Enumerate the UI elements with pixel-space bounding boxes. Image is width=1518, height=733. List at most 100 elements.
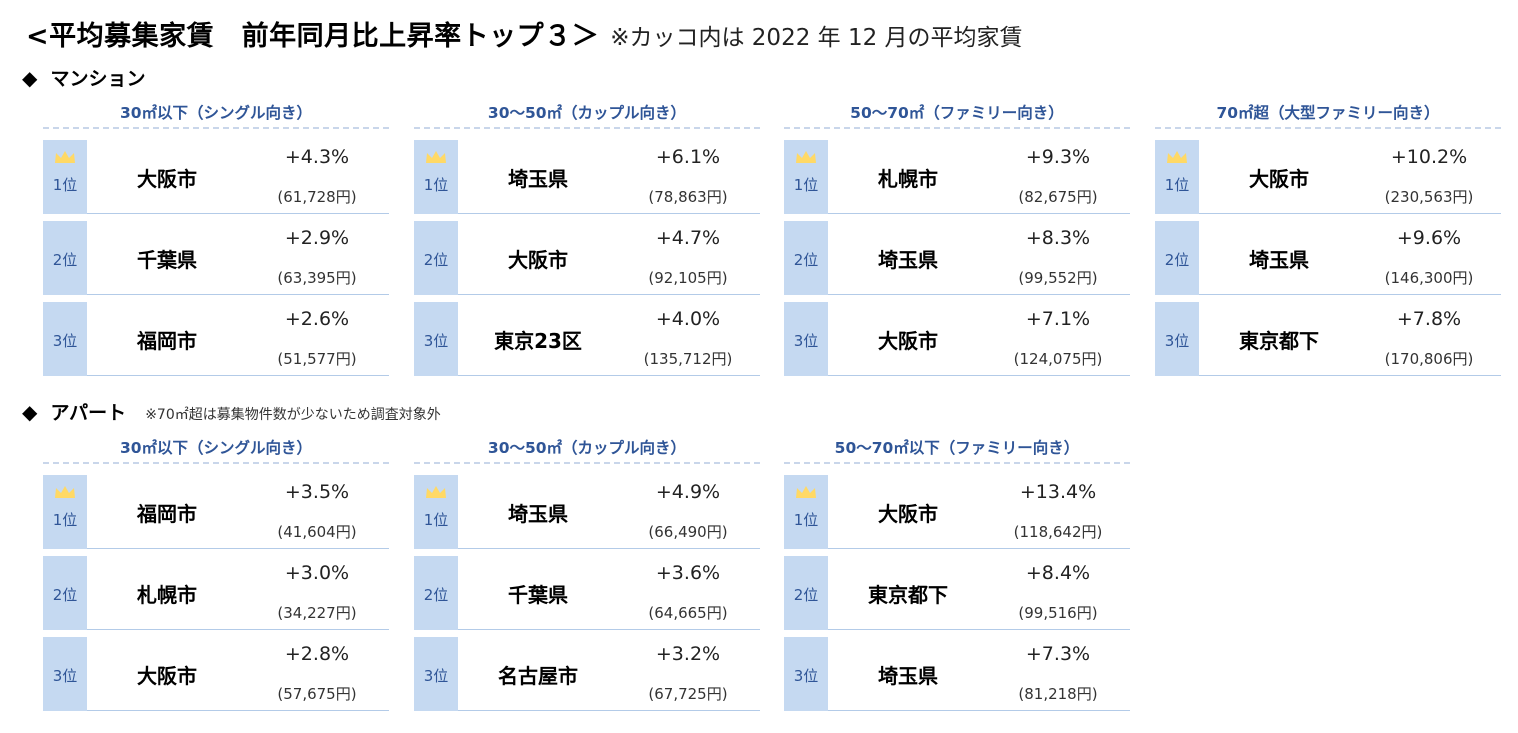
- ranking-row: 3位 大阪市 +7.1% (124,075円): [784, 302, 1130, 376]
- page-title: <平均募集家賃 前年同月比上昇率トップ３＞ ※カッコ内は 2022 年 12 月…: [26, 14, 1023, 54]
- apart-note: ※70㎡超は募集物件数が少ないため調査対象外: [145, 407, 441, 423]
- average-rent: (99,552円): [1018, 269, 1098, 287]
- city-name: 東京都下: [868, 583, 948, 607]
- panel-header: 30㎡以下（シングル向き）: [43, 101, 389, 129]
- city-name: 大阪市: [1249, 167, 1309, 191]
- rank-cell: 1位: [43, 475, 87, 549]
- ranking-row: 3位 東京23区 +4.0% (135,712円): [414, 302, 760, 376]
- increase-rate: +13.4%: [1019, 481, 1097, 503]
- panel-header: 50～70㎡（ファミリー向き）: [784, 101, 1130, 129]
- crown-icon: [796, 486, 816, 498]
- ranking-row: 3位 福岡市 +2.6% (51,577円): [43, 302, 389, 376]
- mansion-label: マンション: [50, 68, 146, 90]
- average-rent: (230,563円): [1384, 188, 1474, 206]
- city-name: 埼玉県: [878, 664, 938, 688]
- ranking-row: 1位 埼玉県 +4.9% (66,490円): [414, 475, 760, 549]
- average-rent: (61,728円): [277, 188, 357, 206]
- ranking-row: 1位 大阪市 +4.3% (61,728円): [43, 140, 389, 214]
- increase-rate: +9.6%: [1396, 227, 1462, 249]
- ranking-row: 2位 大阪市 +4.7% (92,105円): [414, 221, 760, 295]
- rank-cell: 3位: [1155, 302, 1199, 376]
- city-name: 埼玉県: [1249, 248, 1309, 272]
- ranking-row: 3位 名古屋市 +3.2% (67,725円): [414, 637, 760, 711]
- increase-rate: +3.6%: [655, 562, 721, 584]
- rank-cell: 2位: [43, 221, 87, 295]
- increase-rate: +7.1%: [1025, 308, 1091, 330]
- ranking-row: 3位 埼玉県 +7.3% (81,218円): [784, 637, 1130, 711]
- increase-rate: +2.8%: [284, 643, 350, 665]
- diamond-icon: ◆: [22, 66, 38, 90]
- rank-cell: 1位: [1155, 140, 1199, 214]
- average-rent: (170,806円): [1384, 350, 1474, 368]
- crown-icon: [426, 151, 446, 163]
- average-rent: (99,516円): [1018, 604, 1098, 622]
- panel-header: 70㎡超（大型ファミリー向き）: [1155, 101, 1501, 129]
- average-rent: (78,863円): [648, 188, 728, 206]
- ranking-row: 1位 大阪市 +13.4% (118,642円): [784, 475, 1130, 549]
- title-note: ※カッコ内は 2022 年 12 月の平均家賃: [610, 25, 1023, 51]
- rank-label: 1位: [423, 511, 449, 529]
- average-rent: (51,577円): [277, 350, 357, 368]
- increase-rate: +8.3%: [1025, 227, 1091, 249]
- ranking-row: 2位 東京都下 +8.4% (99,516円): [784, 556, 1130, 630]
- ranking-row: 1位 埼玉県 +6.1% (78,863円): [414, 140, 760, 214]
- average-rent: (34,227円): [277, 604, 357, 622]
- average-rent: (82,675円): [1018, 188, 1098, 206]
- average-rent: (64,665円): [648, 604, 728, 622]
- mansion-section-header: ◆ マンション: [22, 64, 146, 91]
- ranking-row: 2位 千葉県 +3.6% (64,665円): [414, 556, 760, 630]
- rank-cell: 2位: [1155, 221, 1199, 295]
- rank-cell: 3位: [784, 637, 828, 711]
- city-name: 埼玉県: [508, 502, 568, 526]
- rank-label: 2位: [423, 251, 449, 269]
- city-name: 東京都下: [1239, 329, 1319, 353]
- apart-label: アパート: [50, 402, 127, 424]
- city-name: 大阪市: [137, 664, 197, 688]
- apart-panel-family: 50～70㎡以下（ファミリー向き） 1位 大阪市 +13.4% (118,642…: [784, 436, 1130, 718]
- increase-rate: +7.8%: [1396, 308, 1462, 330]
- average-rent: (81,218円): [1018, 685, 1098, 703]
- rank-label: 2位: [793, 251, 819, 269]
- increase-rate: +8.4%: [1025, 562, 1091, 584]
- city-name: 名古屋市: [498, 664, 578, 688]
- ranking-row: 3位 大阪市 +2.8% (57,675円): [43, 637, 389, 711]
- panel-header: 50～70㎡以下（ファミリー向き）: [784, 436, 1130, 464]
- city-name: 札幌市: [878, 167, 938, 191]
- increase-rate: +10.2%: [1390, 146, 1468, 168]
- ranking-row: 2位 埼玉県 +9.6% (146,300円): [1155, 221, 1501, 295]
- diamond-icon: ◆: [22, 400, 38, 424]
- rank-cell: 2位: [43, 556, 87, 630]
- city-name: 福岡市: [137, 329, 197, 353]
- rank-cell: 3位: [414, 637, 458, 711]
- rank-label: 3位: [793, 332, 819, 350]
- average-rent: (124,075円): [1013, 350, 1103, 368]
- increase-rate: +3.2%: [655, 643, 721, 665]
- increase-rate: +4.3%: [284, 146, 350, 168]
- city-name: 東京23区: [494, 329, 582, 353]
- average-rent: (92,105円): [648, 269, 728, 287]
- crown-icon: [55, 151, 75, 163]
- rank-label: 1位: [423, 176, 449, 194]
- rank-label: 3位: [793, 667, 819, 685]
- rank-cell: 3位: [784, 302, 828, 376]
- rank-cell: 3位: [43, 637, 87, 711]
- rank-cell: 2位: [784, 221, 828, 295]
- panel-header: 30㎡以下（シングル向き）: [43, 436, 389, 464]
- crown-icon: [426, 486, 446, 498]
- rank-cell: 3位: [43, 302, 87, 376]
- city-name: 埼玉県: [878, 248, 938, 272]
- increase-rate: +2.6%: [284, 308, 350, 330]
- average-rent: (66,490円): [648, 523, 728, 541]
- rank-label: 1位: [793, 176, 819, 194]
- city-name: 千葉県: [137, 248, 197, 272]
- rank-cell: 2位: [414, 556, 458, 630]
- city-name: 大阪市: [137, 167, 197, 191]
- city-name: 大阪市: [878, 329, 938, 353]
- mansion-panel-single: 30㎡以下（シングル向き） 1位 大阪市 +4.3% (61,728円) 2位 …: [43, 101, 389, 383]
- increase-rate: +4.9%: [655, 481, 721, 503]
- increase-rate: +7.3%: [1025, 643, 1091, 665]
- average-rent: (63,395円): [277, 269, 357, 287]
- city-name: 福岡市: [137, 502, 197, 526]
- city-name: 大阪市: [508, 248, 568, 272]
- city-name: 埼玉県: [508, 167, 568, 191]
